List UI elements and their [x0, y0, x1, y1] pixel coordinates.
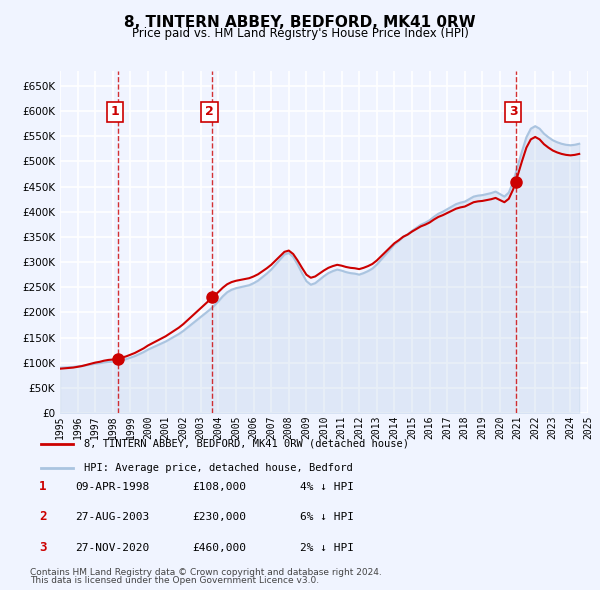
Text: This data is licensed under the Open Government Licence v3.0.: This data is licensed under the Open Gov… — [30, 576, 319, 585]
Text: £460,000: £460,000 — [192, 543, 246, 553]
Text: 27-AUG-2003: 27-AUG-2003 — [75, 513, 149, 522]
Text: 2: 2 — [205, 106, 214, 119]
Text: 2% ↓ HPI: 2% ↓ HPI — [300, 543, 354, 553]
Text: 1: 1 — [39, 480, 46, 493]
Text: 6% ↓ HPI: 6% ↓ HPI — [300, 513, 354, 522]
Text: 3: 3 — [39, 541, 46, 554]
Text: 8, TINTERN ABBEY, BEDFORD, MK41 0RW: 8, TINTERN ABBEY, BEDFORD, MK41 0RW — [124, 15, 476, 30]
Text: 8, TINTERN ABBEY, BEDFORD, MK41 0RW (detached house): 8, TINTERN ABBEY, BEDFORD, MK41 0RW (det… — [84, 439, 409, 448]
Text: 2: 2 — [39, 510, 46, 523]
Text: £230,000: £230,000 — [192, 513, 246, 522]
Text: 4% ↓ HPI: 4% ↓ HPI — [300, 482, 354, 491]
Text: £108,000: £108,000 — [192, 482, 246, 491]
Text: 3: 3 — [509, 106, 518, 119]
Text: HPI: Average price, detached house, Bedford: HPI: Average price, detached house, Bedf… — [84, 463, 353, 473]
Text: 09-APR-1998: 09-APR-1998 — [75, 482, 149, 491]
Text: Contains HM Land Registry data © Crown copyright and database right 2024.: Contains HM Land Registry data © Crown c… — [30, 568, 382, 577]
Text: Price paid vs. HM Land Registry's House Price Index (HPI): Price paid vs. HM Land Registry's House … — [131, 27, 469, 40]
Text: 27-NOV-2020: 27-NOV-2020 — [75, 543, 149, 553]
Text: 1: 1 — [110, 106, 119, 119]
